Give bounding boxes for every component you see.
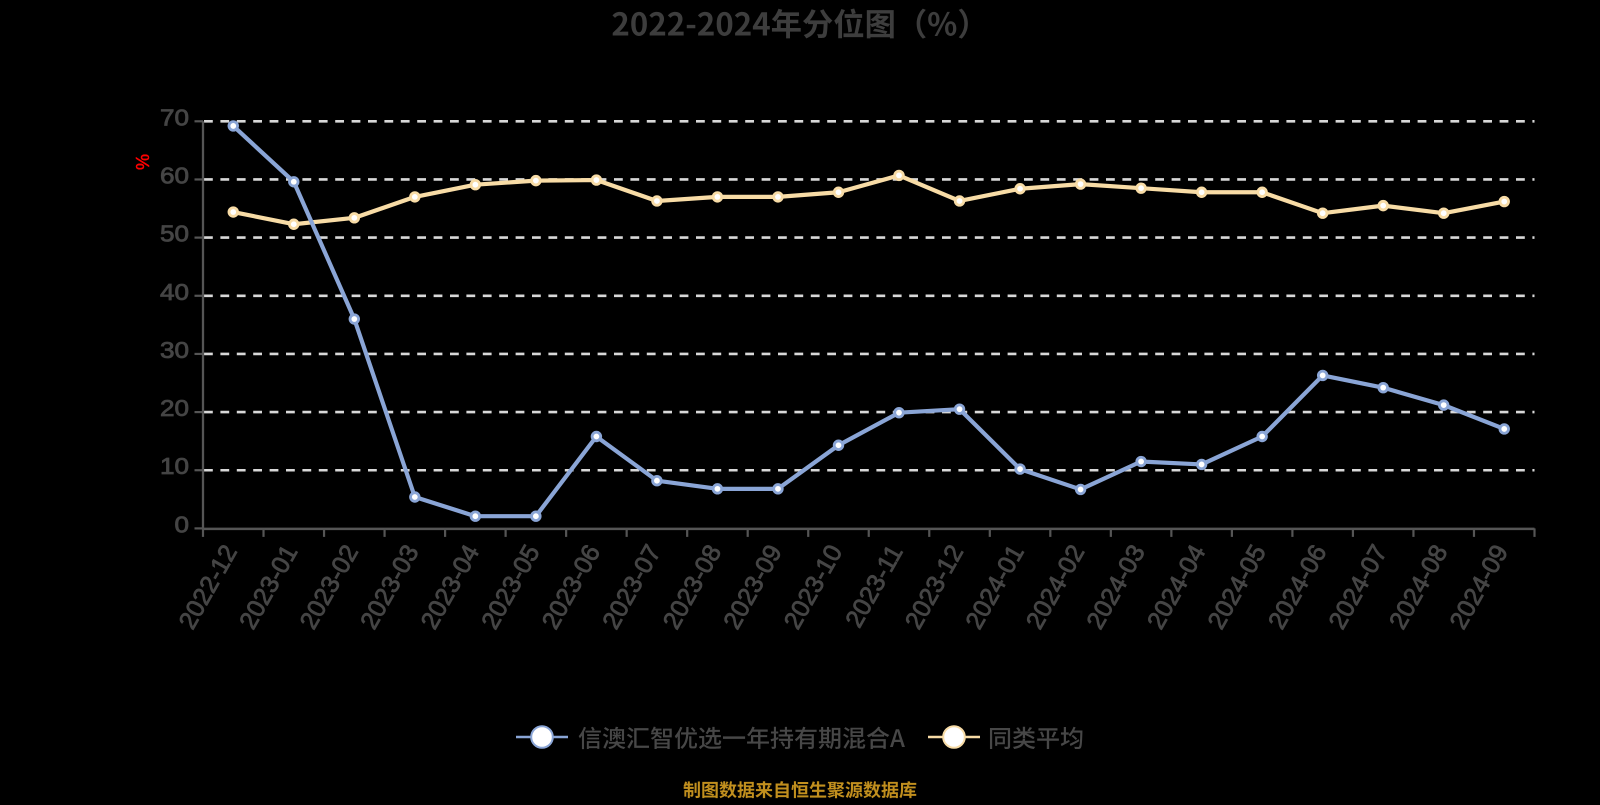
svg-text:%: % xyxy=(132,154,152,170)
svg-text:30: 30 xyxy=(160,337,189,363)
svg-text:60: 60 xyxy=(160,162,189,188)
svg-text:50: 50 xyxy=(160,221,189,247)
svg-text:70: 70 xyxy=(160,104,189,130)
svg-text:10: 10 xyxy=(160,453,189,479)
svg-text:0: 0 xyxy=(175,511,190,537)
svg-text:40: 40 xyxy=(160,279,189,305)
svg-text:20: 20 xyxy=(160,395,189,421)
